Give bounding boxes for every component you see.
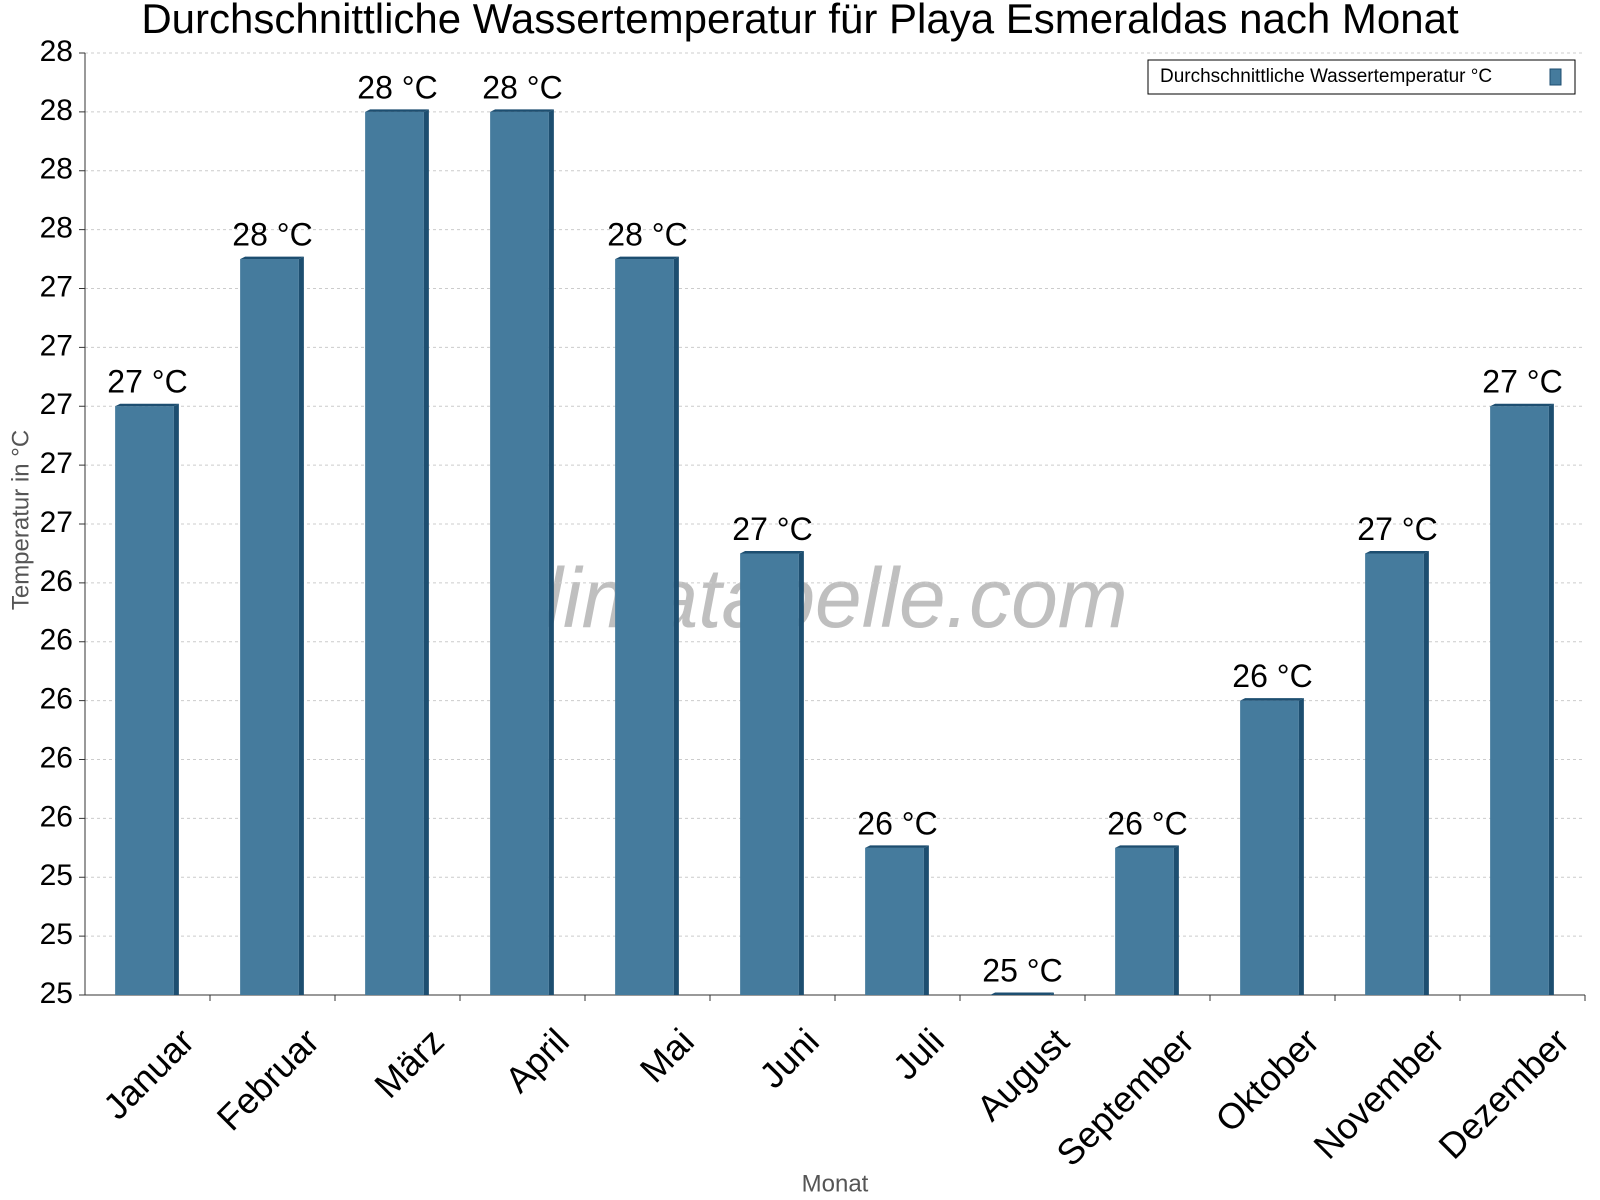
value-label: 28 °C <box>357 69 437 105</box>
bar-top <box>1365 550 1429 554</box>
bar-top <box>490 109 554 112</box>
bar-side <box>1298 698 1304 995</box>
y-tick-label: 26 <box>40 741 73 774</box>
value-label: 27 °C <box>732 511 812 547</box>
legend-label: Durchschnittliche Wassertemperatur °C <box>1160 66 1492 87</box>
bar-side <box>1423 550 1429 995</box>
bar-side <box>673 256 679 995</box>
watermark: klimatabelle.com <box>502 551 1128 645</box>
value-label: 26 °C <box>1107 805 1187 841</box>
bar <box>615 259 674 995</box>
bar <box>365 111 424 995</box>
value-label: 27 °C <box>1482 364 1562 400</box>
bar <box>115 406 174 995</box>
bar <box>740 553 799 995</box>
bar-top <box>615 256 679 260</box>
bar-top <box>1240 698 1304 701</box>
x-tick-label: März <box>366 1020 452 1106</box>
value-label: 27 °C <box>107 364 187 400</box>
y-tick-label: 27 <box>40 506 73 539</box>
y-tick-label: 28 <box>40 212 73 245</box>
y-tick-label: 27 <box>40 388 73 421</box>
bar-side <box>548 109 554 995</box>
legend: Durchschnittliche Wassertemperatur °C <box>1147 59 1576 95</box>
value-label: 25 °C <box>982 952 1062 988</box>
y-tick-label: 25 <box>40 977 73 1010</box>
bar-side <box>923 845 929 995</box>
y-tick-label: 28 <box>40 35 73 68</box>
y-tick-label: 27 <box>40 447 73 480</box>
value-label: 27 °C <box>1357 511 1437 547</box>
bar <box>1490 406 1549 995</box>
y-tick-label: 27 <box>40 270 73 303</box>
bar-side <box>1548 403 1554 995</box>
x-tick-label: August <box>969 1020 1077 1128</box>
value-label: 28 °C <box>607 217 687 253</box>
value-label: 28 °C <box>232 217 312 253</box>
bar-top <box>115 403 179 407</box>
bar-top <box>740 550 804 554</box>
bar-top <box>1115 845 1179 848</box>
bar-top <box>865 845 929 848</box>
x-tick-label: Februar <box>209 1020 327 1138</box>
x-tick-label: April <box>497 1020 577 1100</box>
bar-side <box>173 403 179 995</box>
y-tick-label: 28 <box>40 153 73 186</box>
x-tick-label: November <box>1305 1020 1451 1166</box>
y-tick-label: 25 <box>40 859 73 892</box>
y-tick-label: 26 <box>40 683 73 716</box>
bar-side <box>798 550 804 995</box>
bar <box>490 111 549 995</box>
value-label: 28 °C <box>482 69 562 105</box>
bar-side <box>423 109 429 995</box>
x-tick-label: September <box>1048 1020 1202 1174</box>
bar-top <box>365 109 429 112</box>
chart-title: Durchschnittliche Wassertemperatur für P… <box>141 0 1459 42</box>
bar-top <box>240 256 304 260</box>
x-tick-label: Juli <box>885 1020 952 1087</box>
bar <box>1365 553 1424 995</box>
x-tick-label: Oktober <box>1207 1020 1327 1140</box>
x-tick-label: Mai <box>632 1020 702 1090</box>
value-label: 26 °C <box>1232 658 1312 694</box>
legend-swatch <box>1549 68 1562 86</box>
bar <box>240 259 299 995</box>
bar-top <box>1490 403 1554 407</box>
bar-side <box>298 256 304 995</box>
y-tick-label: 26 <box>40 800 73 833</box>
y-tick-label: 25 <box>40 918 73 951</box>
x-tick-label: Januar <box>95 1020 202 1127</box>
bar-top <box>990 992 1054 995</box>
y-axis-title: Temperatur in °C <box>7 430 34 610</box>
bar <box>1115 847 1174 995</box>
x-tick-label: Juni <box>751 1020 827 1096</box>
y-tick-label: 26 <box>40 565 73 598</box>
legend-box <box>1147 59 1576 95</box>
x-tick-label: Dezember <box>1430 1020 1576 1166</box>
y-tick-label: 27 <box>40 329 73 362</box>
x-axis-title: Monat <box>802 1170 869 1197</box>
bar <box>865 847 924 995</box>
y-tick-label: 26 <box>40 624 73 657</box>
y-tick-label: 28 <box>40 94 73 127</box>
bar <box>1240 700 1299 995</box>
value-label: 26 °C <box>857 805 937 841</box>
bar-side <box>1173 845 1179 995</box>
